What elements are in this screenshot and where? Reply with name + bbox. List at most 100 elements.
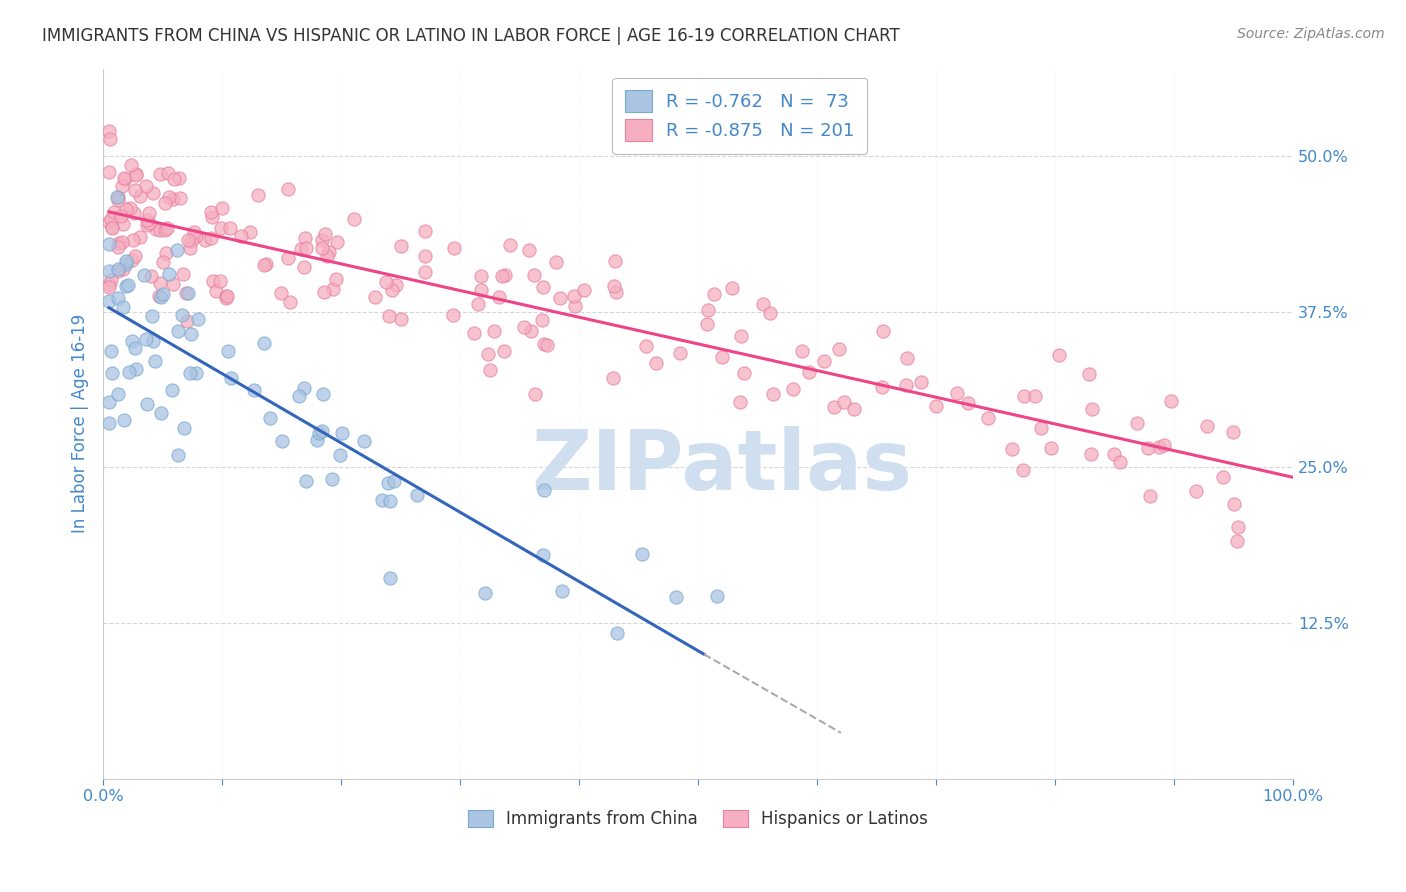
Point [813,354,835,368]
Point [977,411,1000,425]
Point [536,337,558,351]
Point [141,309,163,323]
Point [1226,534,1249,549]
Point [172,267,194,281]
Point [122,234,145,248]
Point [343,212,366,227]
Point [219,370,242,384]
Text: ZIPatlas: ZIPatlas [531,425,912,507]
Point [143,354,166,368]
Point [371,493,394,508]
Point [98,416,121,430]
Point [100,366,122,380]
Point [292,381,315,395]
Point [118,365,141,379]
Point [149,290,172,304]
Point [125,169,148,183]
Point [326,235,349,249]
Point [121,252,143,267]
Point [252,258,274,272]
Point [107,190,129,204]
Point [100,273,122,287]
Point [215,289,238,303]
Point [242,383,264,397]
Point [211,201,233,215]
Point [111,179,134,194]
Point [117,278,139,293]
Point [314,285,336,299]
Point [277,252,299,266]
Point [112,413,135,427]
Point [124,341,146,355]
Point [125,362,148,376]
Point [606,626,628,640]
Point [562,289,585,303]
Point [107,261,129,276]
Point [307,433,329,447]
Point [107,235,129,250]
Point [477,346,499,360]
Point [644,356,666,370]
Point [142,334,165,348]
Text: Source: ZipAtlas.com: Source: ZipAtlas.com [1237,27,1385,41]
Point [179,366,201,380]
Point [98,124,121,138]
Point [478,363,501,377]
Point [474,585,496,599]
Point [169,191,191,205]
Point [166,448,188,462]
Point [219,220,242,235]
Point [162,383,184,397]
Point [111,235,134,250]
Point [100,211,122,226]
Point [290,242,312,256]
Point [138,205,160,219]
Point [377,475,399,490]
Point [533,337,555,351]
Point [389,312,412,326]
Point [152,255,174,269]
Point [378,493,401,508]
Point [107,240,129,254]
Point [229,229,252,244]
Point [120,201,142,215]
Point [128,230,150,244]
Point [1139,490,1161,504]
Point [482,325,505,339]
Point [896,378,918,392]
Point [378,571,401,585]
Point [215,288,238,302]
Point [142,186,165,201]
Point [259,411,281,425]
Point [463,326,485,341]
Point [733,366,755,380]
Point [162,192,184,206]
Point [155,245,177,260]
Point [124,249,146,263]
Point [1011,463,1033,477]
Point [176,314,198,328]
Point [512,320,534,334]
Point [467,296,489,310]
Point [524,387,547,401]
Point [533,483,555,497]
Point [177,286,200,301]
Point [842,401,865,416]
Point [166,243,188,257]
Point [1185,484,1208,499]
Point [166,324,188,338]
Point [548,291,571,305]
Point [277,182,299,196]
Point [353,434,375,448]
Point [636,339,658,353]
Point [378,309,401,323]
Point [288,389,311,403]
Point [200,231,222,245]
Point [110,209,132,223]
Point [311,387,333,401]
Point [665,590,688,604]
Point [125,167,148,181]
Point [389,239,412,253]
Point [1160,393,1182,408]
Point [696,317,718,331]
